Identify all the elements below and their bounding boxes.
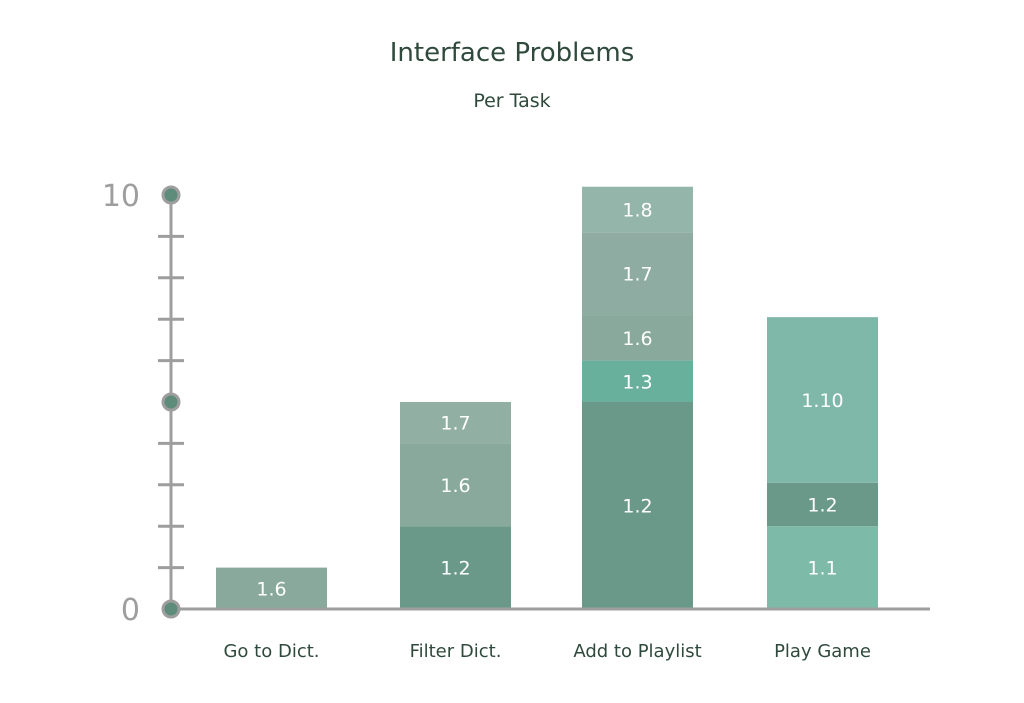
segment-label: 1.7: [622, 264, 652, 286]
x-tick-label: Play Game: [774, 641, 871, 662]
bar-segment: [767, 482, 878, 527]
chart-title: Interface Problems: [389, 38, 635, 68]
bar-segment: [582, 402, 693, 609]
segment-label: 1.6: [440, 475, 470, 497]
x-tick-label: Go to Dict.: [223, 641, 319, 662]
bar-segment: [400, 526, 511, 609]
x-tick-label: Add to Playlist: [573, 641, 701, 662]
x-tick-label: Filter Dict.: [410, 641, 502, 662]
segment-label: 1.2: [440, 558, 470, 580]
segment-label: 1.7: [440, 413, 470, 435]
segment-label: 1.2: [622, 496, 652, 518]
y-major-tick-marker: [161, 185, 181, 205]
y-tick-label: 0: [121, 593, 140, 628]
segment-label: 1.2: [807, 494, 837, 516]
bar-segment: [216, 567, 327, 609]
bar-segment: [582, 315, 693, 361]
bar-segment: [767, 317, 878, 483]
bar-segment: [582, 360, 693, 402]
bar-segment: [582, 186, 693, 233]
segment-label: 1.10: [801, 390, 843, 412]
bar-segment: [400, 443, 511, 527]
segment-label: 1.6: [622, 328, 652, 350]
y-major-tick-marker: [161, 599, 181, 619]
bar-segment: [400, 402, 511, 444]
segment-label: 1.6: [256, 578, 286, 600]
bar-segment: [582, 232, 693, 316]
bar-segment: [767, 526, 878, 609]
y-tick-label: 10: [102, 179, 140, 214]
segment-label: 1.3: [622, 371, 652, 393]
chart-subtitle: Per Task: [473, 90, 551, 112]
y-major-tick-marker: [161, 392, 181, 412]
segment-label: 1.8: [622, 199, 652, 221]
segment-label: 1.1: [807, 558, 837, 580]
